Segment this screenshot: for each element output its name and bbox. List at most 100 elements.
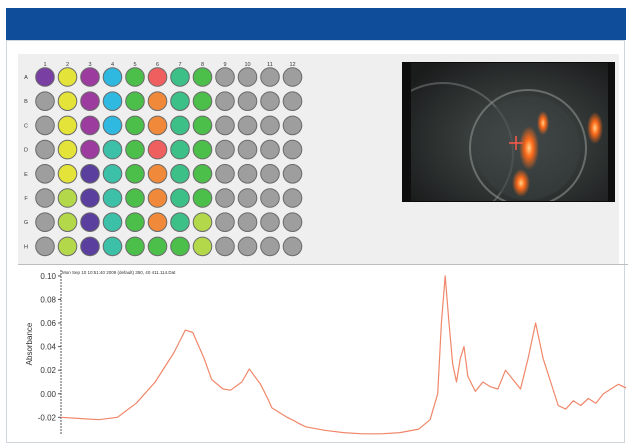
- plate-well[interactable]: [237, 236, 258, 257]
- plate-well[interactable]: [282, 91, 303, 112]
- plate-well[interactable]: [80, 139, 100, 160]
- plate-well[interactable]: [35, 188, 55, 208]
- plate-well[interactable]: [125, 139, 145, 160]
- plate-well[interactable]: [282, 67, 303, 87]
- plate-well[interactable]: [57, 115, 78, 136]
- plate-well[interactable]: [237, 67, 258, 87]
- plate-well[interactable]: [192, 212, 213, 232]
- plate-well[interactable]: [215, 236, 235, 257]
- plate-well[interactable]: [282, 188, 303, 208]
- plate-well[interactable]: [147, 115, 168, 136]
- plate-well[interactable]: [80, 236, 100, 257]
- plate-well[interactable]: [80, 212, 100, 232]
- plate-well[interactable]: [102, 164, 123, 184]
- plate-well[interactable]: [237, 188, 258, 208]
- plate-well[interactable]: [35, 115, 55, 136]
- plate-well[interactable]: [57, 212, 78, 232]
- plate-well[interactable]: [170, 212, 190, 232]
- plate-well[interactable]: [35, 212, 55, 232]
- plate-well[interactable]: [80, 164, 100, 184]
- plate-well[interactable]: [215, 91, 235, 112]
- plate-well[interactable]: [80, 115, 100, 136]
- plate-well[interactable]: [102, 236, 123, 257]
- column-label: 1: [43, 62, 46, 68]
- plate-well[interactable]: [125, 188, 145, 208]
- plate-well[interactable]: [57, 188, 78, 208]
- plate-well[interactable]: [192, 91, 213, 112]
- plate-well[interactable]: [192, 67, 213, 87]
- plate-well[interactable]: [147, 188, 168, 208]
- plate-well[interactable]: [237, 115, 258, 136]
- plate-well[interactable]: [260, 67, 280, 87]
- plate-well[interactable]: [237, 212, 258, 232]
- plate-well[interactable]: [260, 188, 280, 208]
- plate-well[interactable]: [282, 115, 303, 136]
- plate-well[interactable]: [102, 212, 123, 232]
- plate-well[interactable]: [215, 139, 235, 160]
- y-tick-label: 0.06: [40, 319, 56, 328]
- plate-well[interactable]: [170, 139, 190, 160]
- plate-well[interactable]: [102, 91, 123, 112]
- plate-well[interactable]: [215, 212, 235, 232]
- plate-well[interactable]: [260, 212, 280, 232]
- plate-well[interactable]: [260, 91, 280, 112]
- plate-well[interactable]: [147, 139, 168, 160]
- plate-well[interactable]: [57, 236, 78, 257]
- plate-well[interactable]: [35, 139, 55, 160]
- plate-well[interactable]: [80, 188, 100, 208]
- plate-well[interactable]: [57, 91, 78, 112]
- plate-well[interactable]: [35, 91, 55, 112]
- plate-well[interactable]: [260, 236, 280, 257]
- plate-well[interactable]: [170, 115, 190, 136]
- plate-well[interactable]: [170, 67, 190, 87]
- plate-well[interactable]: [125, 67, 145, 87]
- plate-well[interactable]: [125, 212, 145, 232]
- plate-well[interactable]: [102, 139, 123, 160]
- plate-well[interactable]: [35, 67, 55, 87]
- plate-well[interactable]: [147, 212, 168, 232]
- plate-well[interactable]: [215, 115, 235, 136]
- plate-well[interactable]: [237, 139, 258, 160]
- plate-well[interactable]: [147, 164, 168, 184]
- plate-well[interactable]: [215, 164, 235, 184]
- plate-well[interactable]: [102, 67, 123, 87]
- plate-well[interactable]: [125, 115, 145, 136]
- plate-well[interactable]: [192, 164, 213, 184]
- plate-well[interactable]: [237, 91, 258, 112]
- plate-well[interactable]: [147, 67, 168, 87]
- plate-well[interactable]: [260, 115, 280, 136]
- plate-well[interactable]: [147, 236, 168, 257]
- plate-well[interactable]: [282, 164, 303, 184]
- plate-well[interactable]: [282, 139, 303, 160]
- plate-well[interactable]: [80, 67, 100, 87]
- plate-well[interactable]: [192, 139, 213, 160]
- plate-well[interactable]: [125, 91, 145, 112]
- plate-well[interactable]: [80, 91, 100, 112]
- plate-well[interactable]: [282, 212, 303, 232]
- plate-well[interactable]: [102, 115, 123, 136]
- camera-image: [403, 63, 614, 201]
- plate-well[interactable]: [147, 91, 168, 112]
- plate-well[interactable]: [215, 188, 235, 208]
- plate-well[interactable]: [260, 164, 280, 184]
- plate-well[interactable]: [237, 164, 258, 184]
- plate-well[interactable]: [170, 236, 190, 257]
- plate-well[interactable]: [192, 188, 213, 208]
- plate-well[interactable]: [35, 236, 55, 257]
- plate-well[interactable]: [125, 164, 145, 184]
- plate-well[interactable]: [57, 164, 78, 184]
- plate-well[interactable]: [170, 164, 190, 184]
- plate-well[interactable]: [57, 139, 78, 160]
- plate-well[interactable]: [35, 164, 55, 184]
- plate-well[interactable]: [170, 188, 190, 208]
- plate-well[interactable]: [102, 188, 123, 208]
- plate-well[interactable]: [192, 236, 213, 257]
- plate-well[interactable]: [192, 115, 213, 136]
- plate-well[interactable]: [125, 236, 145, 257]
- plate-well[interactable]: [170, 91, 190, 112]
- plate-well[interactable]: [57, 67, 78, 87]
- plate-well[interactable]: [260, 139, 280, 160]
- plate-well[interactable]: [215, 67, 235, 87]
- plate-well[interactable]: [282, 236, 303, 257]
